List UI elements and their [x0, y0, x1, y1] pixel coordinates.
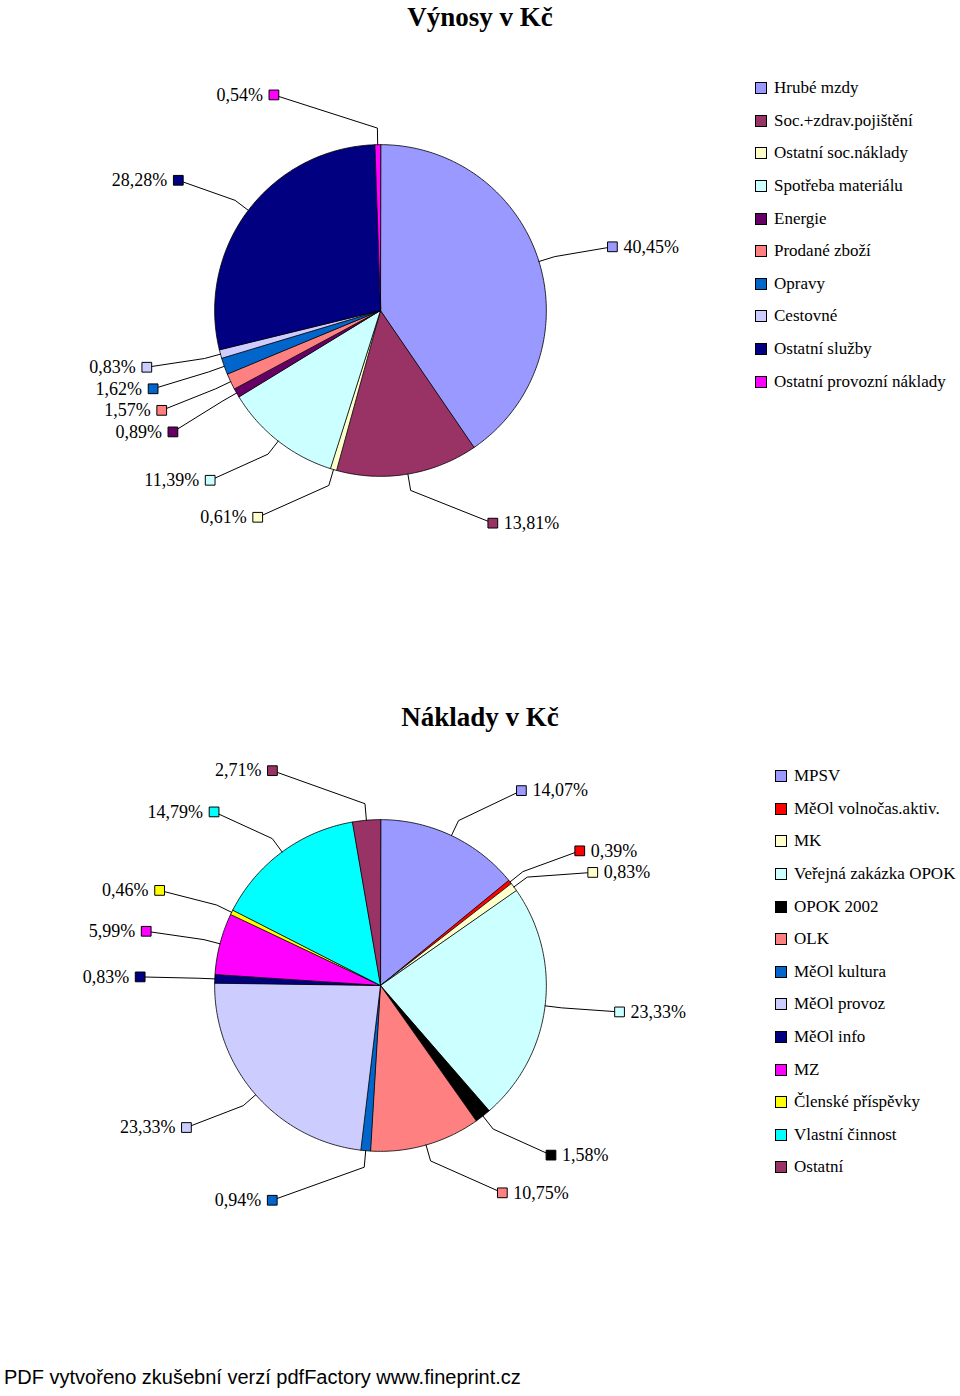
html-text:Prodané zboží: Prodané zboží	[774, 241, 871, 261]
svg-text:11,39%: 11,39%	[144, 470, 199, 490]
svg-text:0,54%: 0,54%	[216, 85, 263, 105]
svg-text:0,83%: 0,83%	[89, 357, 135, 377]
html-text:Soc.+zdrav.pojištění: Soc.+zdrav.pojištění	[774, 110, 913, 130]
html-text:MěOl provoz: MěOl provoz	[794, 994, 886, 1014]
svg-text:2,71%: 2,71%	[215, 760, 261, 780]
svg-text:13,81%: 13,81%	[504, 513, 560, 533]
svg-text:0,89%: 0,89%	[115, 422, 162, 442]
html-text:PDF vytvořeno zkušební verzí p: PDF vytvořeno zkušební verzí pdfFactory …	[4, 1366, 521, 1388]
html-text:MěOl info: MěOl info	[794, 1027, 866, 1046]
html-text:OPOK 2002: OPOK 2002	[794, 896, 879, 916]
svg-text:0,46%: 0,46%	[102, 880, 149, 900]
html-text:Spotřeba materiálu: Spotřeba materiálu	[774, 176, 903, 196]
html-text:Ostatní provozní náklady: Ostatní provozní náklady	[774, 371, 946, 391]
svg-text:0,94%: 0,94%	[215, 1190, 262, 1210]
html-text:MPSV: MPSV	[794, 766, 841, 786]
html-text:Cestovné: Cestovné	[774, 306, 838, 326]
svg-text:14,07%: 14,07%	[532, 780, 588, 800]
svg-text:1,58%: 1,58%	[562, 1145, 609, 1165]
svg-text:28,28%: 28,28%	[112, 170, 168, 190]
svg-text:5,99%: 5,99%	[89, 921, 135, 941]
html-text:Ostatní: Ostatní	[794, 1157, 844, 1177]
html-text:Náklady v Kč: Náklady v Kč	[401, 702, 559, 732]
html-text:OLK: OLK	[794, 929, 829, 949]
html-text:Opravy: Opravy	[774, 273, 825, 293]
html-text:Ostatní soc.náklady: Ostatní soc.náklady	[774, 143, 909, 163]
svg-text:14,79%: 14,79%	[148, 802, 204, 822]
svg-text:1,57%: 1,57%	[104, 400, 150, 420]
svg-text:0,39%: 0,39%	[591, 841, 638, 861]
svg-text:0,83%: 0,83%	[83, 967, 129, 987]
svg-text:23,33%: 23,33%	[631, 1002, 687, 1022]
svg-text:10,75%: 10,75%	[513, 1183, 569, 1203]
svg-text:40,45%: 40,45%	[623, 237, 679, 257]
html-text:Hrubé mzdy: Hrubé mzdy	[774, 78, 859, 98]
svg-text:0,83%: 0,83%	[604, 862, 651, 882]
html-text:Ostatní služby: Ostatní služby	[774, 339, 872, 358]
html-text:Výnosy v Kč: Výnosy v Kč	[407, 2, 553, 32]
html-text:MK: MK	[794, 831, 822, 851]
html-text:Veřejná zakázka OPOK: Veřejná zakázka OPOK	[794, 864, 956, 884]
html-text:MZ: MZ	[794, 1059, 820, 1079]
svg-text:0,61%: 0,61%	[200, 507, 247, 527]
svg-text:1,62%: 1,62%	[96, 379, 143, 399]
html-text:Členské příspěvky: Členské příspěvky	[794, 1092, 921, 1112]
html-text:MěOl kultura: MěOl kultura	[794, 961, 887, 981]
html-text:MěOl volnočas.aktiv.: MěOl volnočas.aktiv.	[794, 798, 940, 818]
html-text:Energie: Energie	[774, 208, 827, 228]
svg-text:23,33%: 23,33%	[120, 1117, 176, 1137]
html-text:Vlastní činnost: Vlastní činnost	[794, 1124, 897, 1144]
